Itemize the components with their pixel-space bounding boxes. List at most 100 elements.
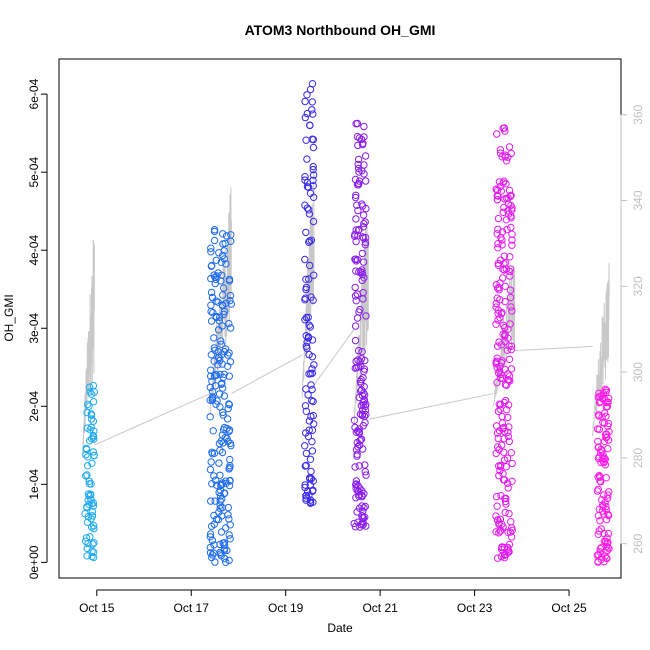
data-point bbox=[495, 400, 503, 408]
data-point bbox=[496, 146, 505, 154]
data-point bbox=[309, 135, 318, 144]
data-point bbox=[85, 500, 93, 508]
y2-tick-label: 300 bbox=[631, 362, 645, 382]
data-point bbox=[216, 540, 224, 549]
data-point bbox=[352, 446, 361, 454]
x-tick-label: Oct 19 bbox=[268, 601, 304, 615]
data-point bbox=[494, 316, 502, 324]
data-point bbox=[86, 533, 94, 541]
data-point bbox=[302, 492, 310, 500]
data-point bbox=[502, 494, 510, 503]
data-point bbox=[216, 497, 224, 505]
data-point bbox=[359, 398, 367, 407]
data-point bbox=[494, 186, 502, 195]
data-point bbox=[595, 425, 603, 434]
data-point bbox=[218, 448, 227, 457]
data-point bbox=[599, 418, 607, 427]
y2-tick-label: 280 bbox=[631, 448, 645, 468]
data-point bbox=[90, 427, 98, 435]
x-tick-label: Oct 23 bbox=[457, 601, 493, 615]
data-point bbox=[206, 396, 214, 404]
data-point bbox=[602, 542, 611, 551]
data-point bbox=[505, 186, 514, 195]
data-point bbox=[500, 124, 509, 132]
data-point bbox=[493, 429, 502, 437]
data-point bbox=[208, 536, 217, 545]
data-point bbox=[595, 398, 604, 407]
data-point bbox=[602, 554, 611, 562]
data-point bbox=[502, 500, 510, 508]
data-point bbox=[603, 546, 611, 555]
data-point bbox=[602, 412, 610, 420]
data-point bbox=[494, 516, 502, 524]
data-point bbox=[351, 175, 360, 184]
data-point bbox=[226, 535, 234, 543]
data-point bbox=[87, 415, 96, 423]
data-point bbox=[302, 275, 310, 283]
data-point bbox=[86, 388, 94, 396]
data-point bbox=[89, 431, 98, 440]
data-point bbox=[501, 508, 509, 517]
data-point bbox=[494, 192, 502, 200]
data-point bbox=[508, 533, 516, 541]
data-point bbox=[227, 300, 236, 308]
data-point bbox=[506, 528, 514, 536]
data-point bbox=[83, 462, 92, 470]
data-point bbox=[301, 255, 309, 264]
data-point bbox=[357, 362, 365, 371]
data-point bbox=[353, 450, 361, 458]
data-point bbox=[309, 182, 317, 190]
data-point bbox=[219, 411, 228, 419]
data-point bbox=[220, 541, 229, 549]
data-point bbox=[307, 467, 315, 476]
axes-layer: Oct 15 Oct 17 Oct 19 Oct 21 Oct 23 Oct 25 0e+0… bbox=[27, 78, 645, 614]
data-point bbox=[218, 503, 227, 512]
data-point bbox=[226, 462, 234, 470]
data-point bbox=[506, 265, 515, 273]
secondary-trace-4 bbox=[353, 224, 369, 424]
data-point bbox=[357, 436, 365, 444]
x-tick-label: Oct 21 bbox=[362, 601, 398, 615]
data-point bbox=[351, 292, 360, 300]
data-point bbox=[362, 204, 370, 213]
data-point bbox=[351, 283, 359, 292]
data-point bbox=[209, 309, 217, 317]
data-point bbox=[207, 244, 215, 252]
data-point bbox=[361, 419, 369, 427]
data-point bbox=[492, 320, 500, 328]
data-point bbox=[308, 336, 317, 344]
chart-title: ATOM3 Northbound OH_GMI bbox=[245, 22, 436, 38]
data-point bbox=[495, 529, 503, 537]
data-point bbox=[83, 544, 91, 553]
data-point bbox=[604, 436, 613, 444]
data-point bbox=[501, 497, 510, 506]
data-point bbox=[361, 152, 370, 160]
data-point bbox=[352, 297, 360, 305]
data-point bbox=[219, 230, 227, 238]
data-point bbox=[507, 223, 515, 232]
data-point bbox=[601, 498, 609, 507]
data-point bbox=[208, 387, 217, 396]
data-point bbox=[350, 519, 358, 528]
data-point bbox=[216, 471, 224, 479]
data-point bbox=[303, 91, 311, 99]
data-point bbox=[499, 330, 507, 338]
data-point bbox=[308, 437, 316, 446]
data-point bbox=[351, 336, 360, 345]
data-point bbox=[597, 449, 605, 457]
data-point bbox=[225, 400, 233, 408]
data-point bbox=[358, 249, 367, 258]
data-point bbox=[351, 255, 359, 263]
data-point bbox=[207, 288, 216, 297]
data-point bbox=[220, 284, 228, 292]
data-point bbox=[494, 214, 503, 223]
data-point bbox=[302, 228, 310, 237]
data-point bbox=[227, 237, 235, 246]
data-point bbox=[219, 291, 227, 299]
data-point bbox=[505, 509, 513, 518]
data-point bbox=[217, 528, 226, 536]
data-point bbox=[353, 201, 361, 209]
data-point bbox=[211, 497, 219, 505]
data-point bbox=[360, 365, 369, 373]
